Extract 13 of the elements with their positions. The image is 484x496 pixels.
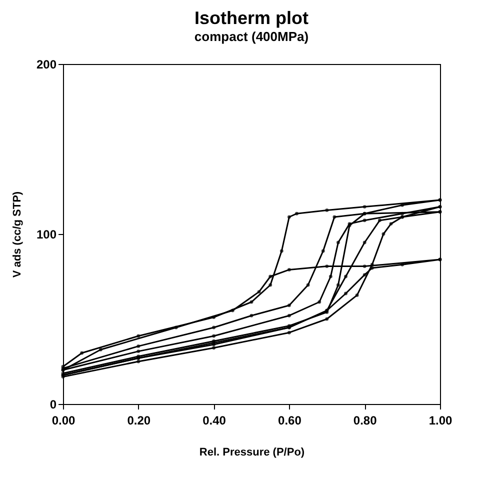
x-tick-label: 0.40 — [202, 414, 226, 428]
y-tick-label: 0 — [50, 398, 57, 412]
y-tick-label: 200 — [36, 58, 57, 72]
x-axis-title: Rel. Pressure (P/Po) — [199, 446, 305, 458]
x-tick-label: 0.80 — [353, 414, 378, 428]
x-tick-label: 0.20 — [127, 414, 151, 428]
x-tick-label: 0.60 — [278, 414, 302, 428]
y-axis-title: V ads (cc/g STP) — [11, 191, 24, 278]
chart-subtitle: compact (400MPa) — [194, 29, 309, 44]
x-tick-label: 0.00 — [52, 414, 76, 428]
y-tick-label: 100 — [36, 228, 57, 242]
x-tick-label: 1.00 — [428, 414, 452, 428]
chart-title: Isotherm plot — [194, 8, 309, 28]
